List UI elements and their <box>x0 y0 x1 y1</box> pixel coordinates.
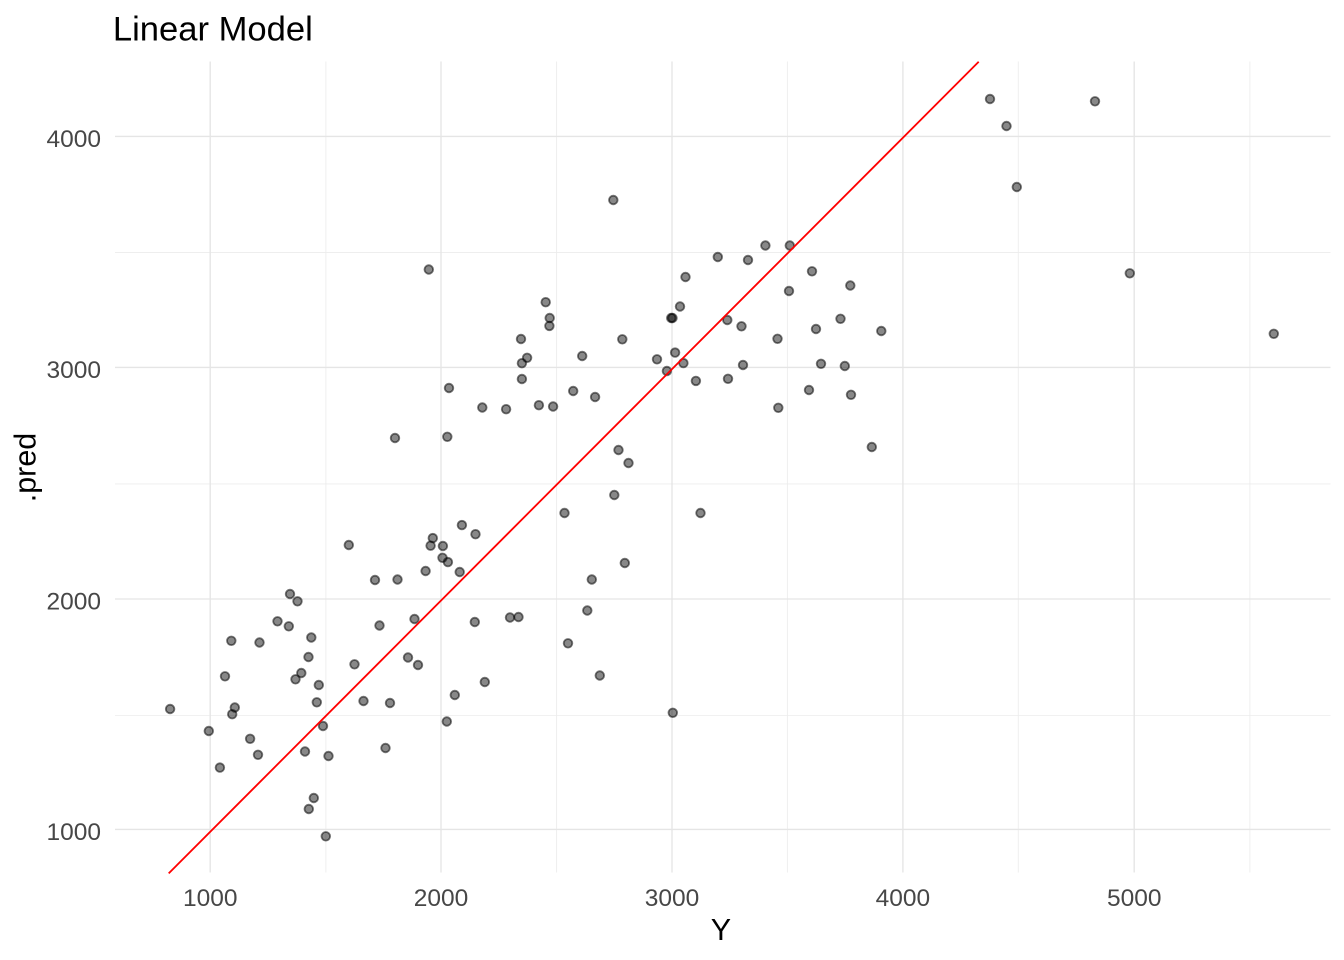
svg-text:5000: 5000 <box>1107 885 1162 912</box>
svg-text:4000: 4000 <box>876 885 931 912</box>
svg-text:2000: 2000 <box>414 885 469 912</box>
svg-text:4000: 4000 <box>46 126 101 153</box>
svg-text:1000: 1000 <box>183 885 238 912</box>
svg-text:Y: Y <box>711 913 731 947</box>
svg-text:3000: 3000 <box>46 357 101 384</box>
svg-text:2000: 2000 <box>46 588 101 615</box>
svg-text:.pred: .pred <box>9 433 43 503</box>
svg-text:Linear Model: Linear Model <box>113 10 313 48</box>
svg-text:3000: 3000 <box>645 885 700 912</box>
svg-text:1000: 1000 <box>46 819 101 846</box>
